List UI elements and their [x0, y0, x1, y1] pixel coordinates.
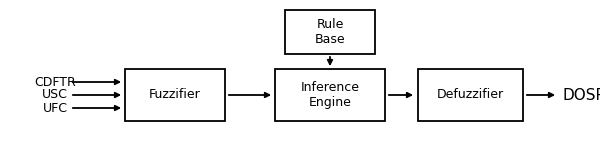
- Bar: [275, 69, 385, 121]
- Text: UFC: UFC: [43, 102, 67, 115]
- Bar: [418, 69, 523, 121]
- Text: Inference
Engine: Inference Engine: [301, 81, 359, 109]
- Text: USC: USC: [42, 89, 68, 102]
- Text: Defuzzifier: Defuzzifier: [436, 89, 503, 102]
- Text: DOSPAM: DOSPAM: [562, 88, 600, 102]
- Text: Rule
Base: Rule Base: [314, 18, 346, 46]
- Bar: [285, 10, 375, 54]
- Text: Fuzzifier: Fuzzifier: [149, 89, 201, 102]
- Bar: [125, 69, 225, 121]
- Text: CDFTR: CDFTR: [34, 75, 76, 89]
